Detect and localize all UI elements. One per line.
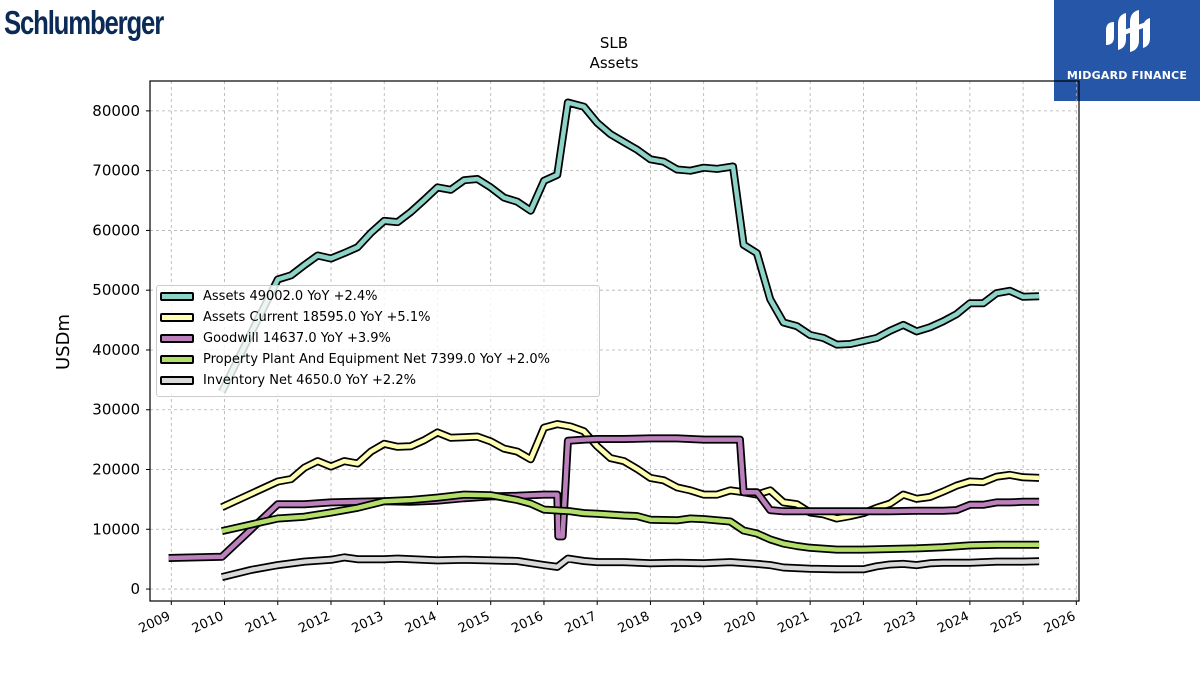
x-tick-label: 2019 <box>669 609 705 637</box>
x-tick-label: 2016 <box>509 609 545 637</box>
y-tick-label: 50000 <box>92 281 140 299</box>
legend-label-inventory: Inventory Net 4650.0 YoY +2.2% <box>203 373 416 388</box>
legend-swatch-assets <box>160 292 194 301</box>
legend-item-goodwill: Goodwill 14637.0 YoY +3.9% <box>157 330 597 350</box>
y-tick-label: 70000 <box>92 162 140 180</box>
midgard-finance-logo: MIDGARD FINANCE <box>1054 0 1200 101</box>
series-line-inventory-net <box>221 555 1040 580</box>
x-tick-label: 2015 <box>456 609 492 637</box>
y-tick-label: 60000 <box>92 221 140 239</box>
legend-item-assets: Assets 49002.0 YoY +2.4% <box>157 288 597 308</box>
y-tick-label: 80000 <box>92 102 140 120</box>
chart-title: SLB <box>600 34 628 52</box>
legend-item-assets-current: Assets Current 18595.0 YoY +5.1% <box>157 309 597 329</box>
y-tick-label: 10000 <box>92 520 140 538</box>
x-tick-label: 2018 <box>616 609 652 637</box>
x-tick-label: 2026 <box>1042 609 1078 637</box>
legend-swatch-inventory <box>160 376 194 385</box>
legend-label-ppe: Property Plant And Equipment Net 7399.0 … <box>203 352 550 367</box>
chart-legend: Assets 49002.0 YoY +2.4% Assets Current … <box>156 285 600 397</box>
x-tick-label: 2022 <box>829 609 865 637</box>
x-tick-label: 2024 <box>935 609 971 637</box>
legend-swatch-ppe <box>160 355 194 364</box>
series-line-assets <box>219 100 1040 393</box>
midgard-emblem-icon <box>1106 10 1150 52</box>
series-line-assets-current <box>220 421 1040 521</box>
y-tick-label: 0 <box>130 580 140 598</box>
x-tick-label: 2009 <box>137 609 173 637</box>
legend-label-assets: Assets 49002.0 YoY +2.4% <box>203 289 378 304</box>
series-lines <box>168 98 1040 581</box>
x-tick-label: 2020 <box>722 609 758 637</box>
x-tick-label: 2010 <box>190 609 226 637</box>
axes: 0 10000 20000 30000 40000 50000 60000 70000 8000… <box>92 80 1080 637</box>
x-tick-label: 2013 <box>350 609 386 637</box>
x-tick-label: 2021 <box>776 609 812 637</box>
x-tick-label: 2014 <box>403 609 439 637</box>
y-tick-label: 30000 <box>92 401 140 419</box>
y-tick-label: 40000 <box>92 341 140 359</box>
x-tick-label: 2025 <box>988 609 1024 637</box>
legend-label-goodwill: Goodwill 14637.0 YoY +3.9% <box>203 331 391 346</box>
plot-frame <box>149 80 1080 602</box>
y-tick-label: 20000 <box>92 461 140 479</box>
legend-item-ppe: Property Plant And Equipment Net 7399.0 … <box>157 351 597 371</box>
partner-name: MIDGARD FINANCE <box>1066 69 1188 82</box>
x-tick-label: 2011 <box>243 609 279 637</box>
x-tick-label: 2017 <box>563 609 599 637</box>
series-line-property-plant-and-equipment-net <box>221 492 1040 552</box>
legend-item-inventory: Inventory Net 4650.0 YoY +2.2% <box>157 372 597 392</box>
legend-label-assets-current: Assets Current 18595.0 YoY +5.1% <box>203 310 431 325</box>
schlumberger-logo: Schlumberger <box>4 4 164 41</box>
y-axis-label: USDm <box>53 314 74 370</box>
legend-swatch-assets-current <box>160 313 194 322</box>
x-tick-label: 2023 <box>882 609 918 637</box>
chart-subtitle: Assets <box>590 54 639 72</box>
x-tick-label: 2012 <box>296 609 332 637</box>
legend-swatch-goodwill <box>160 334 194 343</box>
